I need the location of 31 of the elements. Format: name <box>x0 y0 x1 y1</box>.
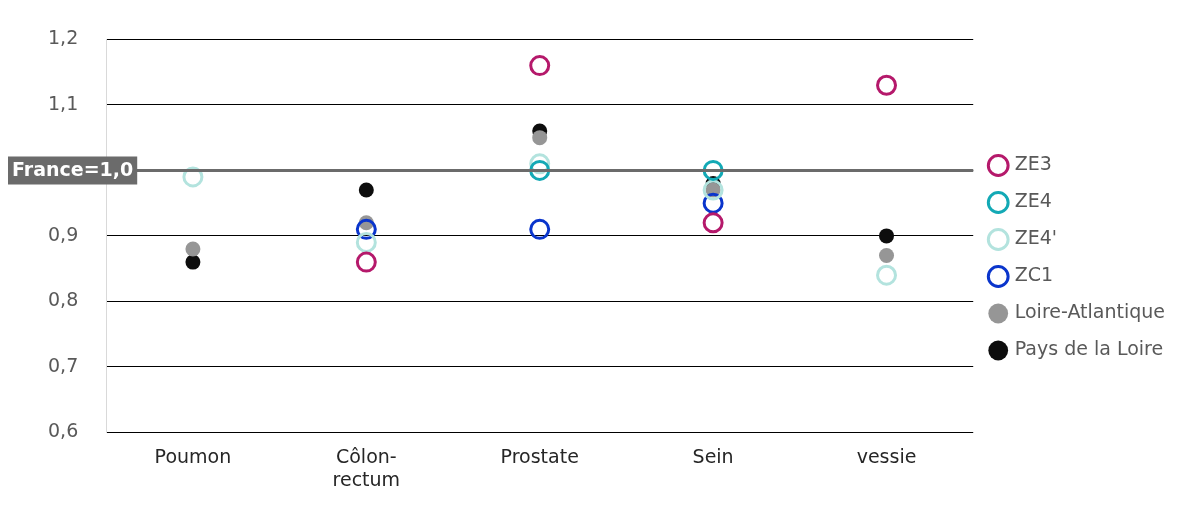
y-tick-label: 0,6 <box>48 419 79 442</box>
y-tick-label: 0,9 <box>48 222 79 245</box>
y-tick-label: 0,8 <box>48 288 79 311</box>
point <box>185 241 201 257</box>
legend-label: ZE3 <box>1014 152 1052 175</box>
point <box>702 212 724 234</box>
point <box>876 264 898 286</box>
legend-label: ZE4 <box>1014 189 1052 212</box>
point <box>879 248 895 264</box>
y-tick-label: 1,1 <box>48 91 79 114</box>
point <box>876 74 898 96</box>
point <box>532 130 548 146</box>
x-tick-label: Côlon-rectum <box>332 444 401 490</box>
x-tick-label: Poumon <box>154 444 232 467</box>
point <box>529 55 551 77</box>
point <box>879 228 895 244</box>
legend-label: Loire-Atlantique <box>1014 300 1166 323</box>
point <box>355 251 377 273</box>
point <box>355 231 377 253</box>
legend-label: Pays de la Loire <box>1014 337 1164 360</box>
x-tick-label: Sein <box>692 444 734 467</box>
y-tick-label: 1,2 <box>48 26 79 49</box>
x-tick-label: Prostate <box>500 444 579 467</box>
point <box>358 182 374 198</box>
y-tick-label: 0,7 <box>48 353 79 376</box>
x-tick-label: vessie <box>856 444 917 467</box>
point <box>185 254 201 270</box>
legend-label: ZC1 <box>1014 263 1054 286</box>
point <box>529 218 551 240</box>
legend-label: ZE4' <box>1014 226 1058 249</box>
ref-line-label: France=1,0 <box>12 158 134 181</box>
